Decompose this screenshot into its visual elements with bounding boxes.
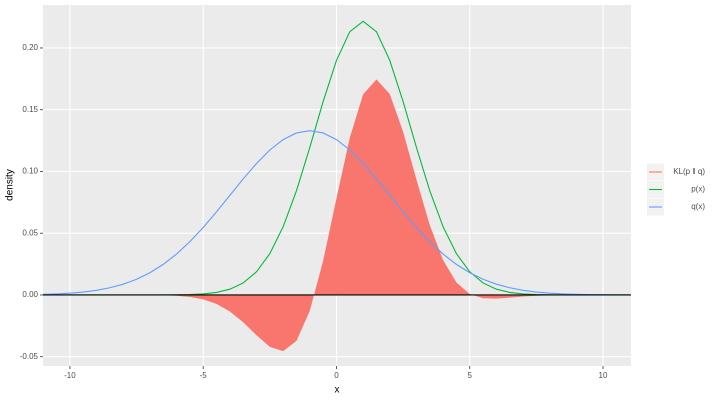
- legend-label: p(x): [691, 185, 705, 194]
- y-tick-label: 0.20: [22, 43, 38, 52]
- x-tick-label: 10: [599, 371, 608, 380]
- marks: [43, 20, 631, 352]
- y-tick-label: 0.05: [22, 228, 38, 237]
- legend-label: KL(p ‖ q): [673, 167, 705, 176]
- x-tick-label: 0: [334, 371, 339, 380]
- y-tick-label: 0.10: [22, 167, 38, 176]
- y-tick-label: -0.05: [20, 352, 39, 361]
- legend-label: q(x): [691, 202, 705, 211]
- axes: -0.05 0.00 0.05 0.10 0.15 0.20 -10 -5 0 5 10: [20, 43, 608, 380]
- x-axis-title: x: [335, 385, 340, 396]
- y-tick-label: 0.00: [22, 290, 38, 299]
- kl-area: [43, 79, 630, 352]
- x-tick-label: 5: [468, 371, 473, 380]
- x-tick-label: -10: [64, 371, 76, 380]
- density-line: [43, 130, 630, 296]
- y-tick-label: 0.15: [22, 105, 38, 114]
- x-tick-label: -5: [200, 371, 208, 380]
- y-axis-title: density: [5, 169, 16, 201]
- legend: KL(p ‖ q) p(x) q(x): [647, 163, 705, 216]
